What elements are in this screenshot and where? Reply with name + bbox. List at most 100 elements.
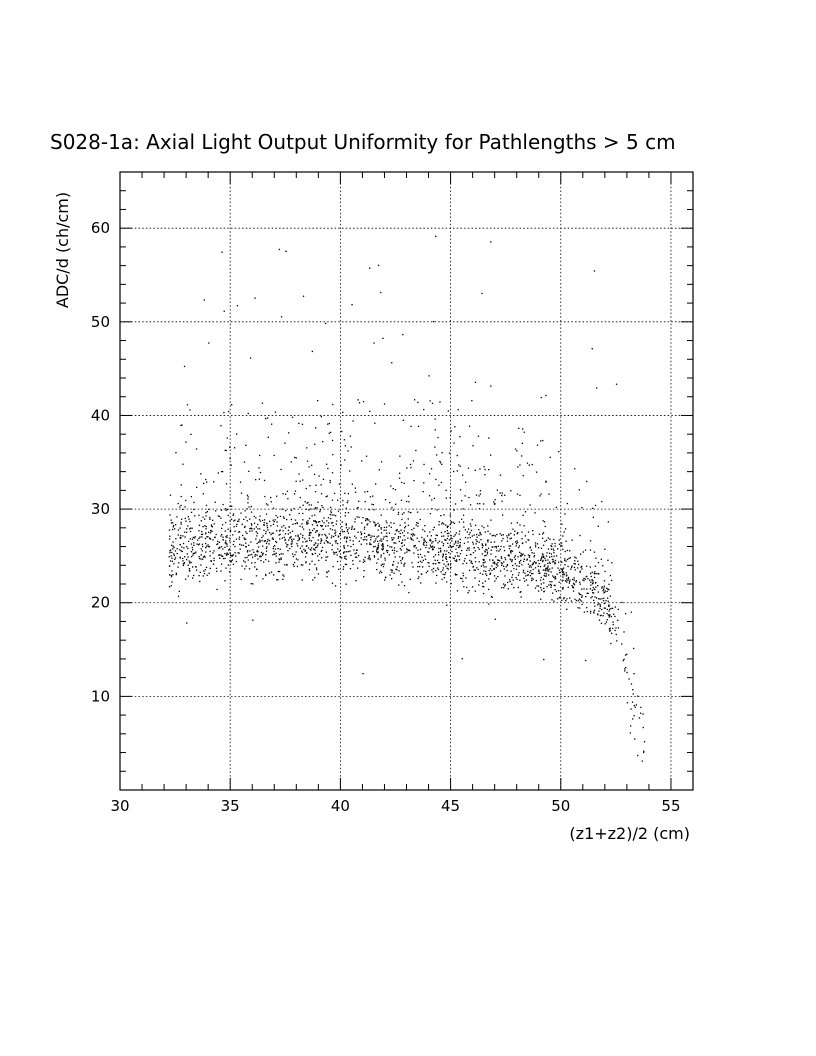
data-point (462, 514, 465, 516)
data-point (542, 569, 544, 571)
data-point (548, 570, 550, 572)
data-point (328, 522, 330, 524)
data-point (569, 580, 571, 583)
data-point (241, 523, 243, 525)
data-point (210, 560, 212, 562)
data-point (469, 532, 471, 534)
data-point (232, 543, 234, 546)
data-point (346, 530, 348, 532)
data-point (398, 540, 400, 543)
data-point (422, 566, 424, 568)
data-point (540, 598, 542, 600)
data-point (186, 404, 189, 406)
data-point (239, 543, 241, 546)
data-point (510, 532, 512, 535)
data-point (448, 539, 451, 541)
data-point (445, 489, 447, 491)
data-point (369, 410, 371, 412)
data-point (355, 552, 358, 554)
data-point (203, 572, 206, 575)
data-point (561, 523, 563, 525)
data-point (516, 522, 518, 524)
data-point (464, 495, 466, 497)
data-point (529, 504, 531, 506)
data-point (633, 647, 635, 650)
data-point (545, 575, 547, 577)
data-point (395, 542, 397, 544)
data-point (226, 535, 228, 537)
data-point (227, 553, 229, 555)
data-point (374, 422, 376, 424)
data-point (563, 574, 565, 576)
data-point (486, 549, 488, 551)
data-point (561, 570, 563, 572)
data-point (388, 554, 390, 556)
data-point (173, 563, 175, 565)
data-point (603, 607, 605, 609)
data-point (568, 582, 570, 584)
data-point (449, 545, 452, 547)
data-point (363, 528, 366, 530)
data-point (459, 530, 461, 532)
data-point (282, 516, 285, 518)
data-point (557, 567, 559, 569)
data-point (223, 411, 225, 414)
data-point (237, 520, 239, 522)
data-point (228, 549, 230, 551)
data-point (456, 560, 458, 562)
data-point (180, 521, 182, 524)
data-point (286, 546, 288, 548)
data-point (170, 549, 172, 551)
data-point (177, 529, 179, 531)
data-point (517, 531, 519, 534)
data-point (569, 597, 571, 599)
data-point (473, 534, 475, 536)
data-point (447, 564, 449, 566)
data-point (386, 551, 389, 554)
data-point (501, 557, 503, 559)
data-point (236, 523, 238, 525)
data-point (230, 518, 233, 520)
data-point (310, 504, 313, 506)
data-point (606, 613, 608, 615)
data-point (501, 587, 503, 589)
data-point (401, 481, 403, 484)
data-point (570, 568, 572, 570)
data-point (487, 530, 489, 532)
data-point (497, 576, 499, 578)
data-point (221, 471, 223, 473)
data-point (501, 494, 503, 497)
data-point (235, 560, 237, 563)
data-point (188, 562, 191, 564)
data-point (417, 425, 420, 427)
data-point (400, 562, 403, 564)
data-point (388, 525, 390, 527)
data-point (337, 499, 339, 501)
data-point (295, 558, 298, 560)
data-point (335, 515, 337, 517)
data-point (476, 503, 479, 505)
data-point (631, 701, 634, 703)
data-point (353, 549, 355, 551)
data-point (448, 532, 450, 534)
data-point (369, 496, 372, 498)
data-point (266, 546, 268, 548)
data-point (186, 559, 188, 561)
data-point (573, 566, 576, 569)
data-point (443, 523, 445, 525)
data-point (273, 553, 275, 555)
data-point (381, 548, 383, 550)
data-point (455, 540, 457, 542)
data-point (235, 525, 238, 527)
data-point (365, 518, 367, 520)
data-point (300, 533, 302, 535)
data-point (305, 545, 308, 547)
data-point (522, 514, 524, 516)
data-point (526, 462, 529, 464)
data-point (223, 310, 225, 312)
data-point (197, 544, 200, 546)
data-point (400, 560, 402, 562)
data-point (471, 586, 474, 588)
data-point (314, 563, 316, 566)
